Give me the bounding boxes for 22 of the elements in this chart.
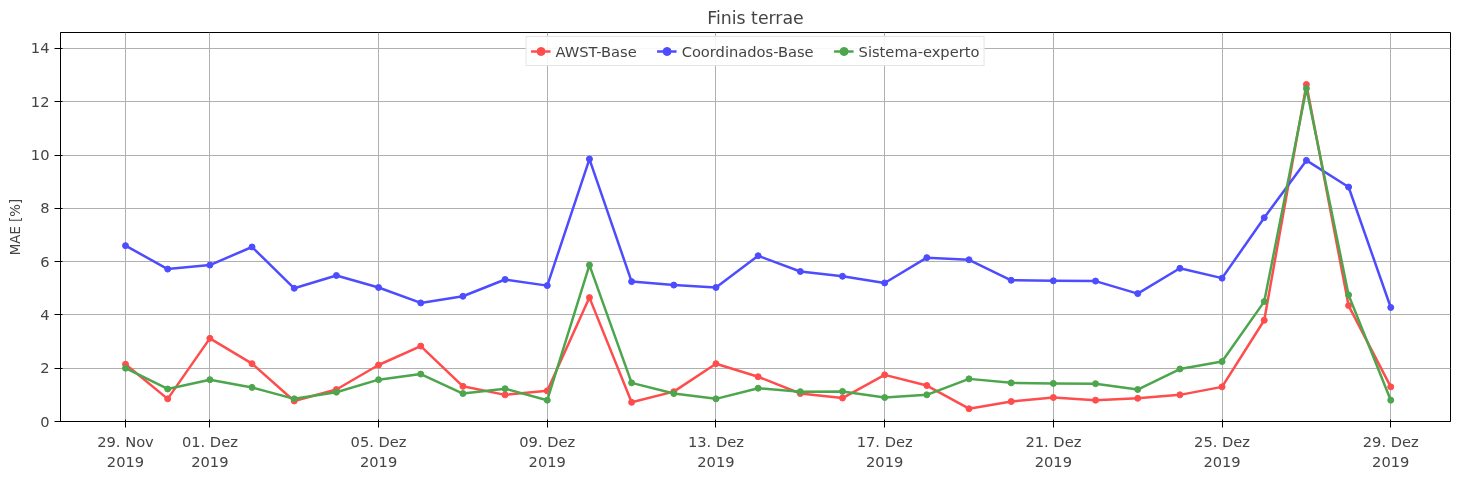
y-tick-label: 12 <box>30 92 50 110</box>
y-tick-label: 2 <box>40 359 50 377</box>
x-tick-label: 25. Dez 2019 <box>1194 432 1251 470</box>
x-tick-label: 17. Dez 2019 <box>856 432 913 470</box>
x-tick-label: 21. Dez 2019 <box>1025 432 1082 470</box>
legend-label: AWST-Base <box>555 42 637 60</box>
x-tick-label: 05. Dez 2019 <box>350 432 407 470</box>
chart-title: Finis terrae <box>707 7 804 28</box>
x-tick-label: 09. Dez 2019 <box>519 432 576 470</box>
y-tick-label: 4 <box>40 305 50 323</box>
legend-label: Sistema-experto <box>858 42 980 60</box>
y-tick-label: 6 <box>40 252 50 270</box>
x-tick-label: 29. Dez 2019 <box>1362 432 1420 470</box>
y-tick-label: 0 <box>40 412 50 430</box>
y-tick-label: 14 <box>30 39 50 57</box>
legend-label: Coordinados-Base <box>681 42 814 60</box>
y-axis-title: MAE [%] <box>7 198 23 256</box>
x-tick-label: 13. Dez 2019 <box>687 432 745 470</box>
y-tick-label: 10 <box>30 146 50 164</box>
x-tick-label: 01. Dez 2019 <box>181 432 239 470</box>
y-tick-label: 8 <box>40 199 50 217</box>
x-tick-label: 29. Nov 2019 <box>97 432 155 470</box>
